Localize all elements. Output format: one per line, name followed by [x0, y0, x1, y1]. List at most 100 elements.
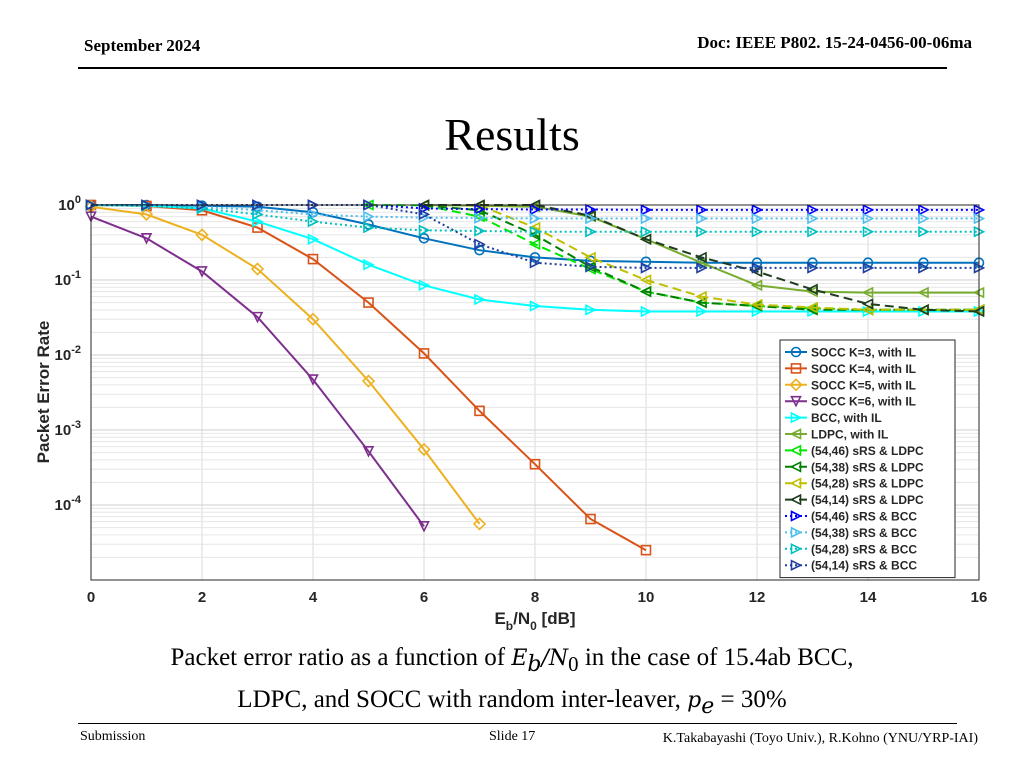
legend-marker	[789, 477, 802, 489]
data-point	[474, 225, 486, 237]
data-point	[918, 204, 930, 216]
data-point	[807, 262, 819, 274]
data-point	[418, 348, 430, 359]
y-tick-label: 10-3	[55, 419, 81, 439]
legend-marker	[790, 346, 802, 358]
data-point	[584, 251, 596, 264]
legend-label: LDPC, with IL	[811, 428, 888, 442]
legend-label: SOCC K=6, with IL	[811, 395, 916, 409]
data-point	[528, 238, 541, 251]
data-point	[862, 262, 875, 274]
legend-label: SOCC K=4, with IL	[811, 362, 916, 376]
data-point	[361, 374, 376, 388]
data-point	[640, 212, 653, 225]
data-point	[696, 212, 708, 225]
data-point	[529, 203, 542, 216]
data-point	[807, 212, 819, 225]
caption-line-1: Packet error ratio as a function of Eb/N…	[170, 644, 854, 677]
per-chart: 0 2 4 6 8 10 12 14 16 100 10-1 10-2 10-3 10-4 Packet …	[34, 194, 987, 633]
legend-marker	[790, 510, 803, 522]
legend-label: (54,38) sRS & LDPC	[811, 460, 924, 474]
x-tick-label: 2	[198, 589, 206, 606]
legend-marker	[789, 461, 802, 473]
series-line	[91, 204, 979, 264]
data-point	[585, 225, 597, 238]
legend-label: (54,28) sRS & LDPC	[811, 477, 924, 491]
data-point	[363, 210, 375, 223]
data-point	[751, 262, 764, 274]
legend-marker	[790, 526, 803, 539]
data-point	[474, 405, 485, 417]
series-line	[91, 204, 979, 269]
data-point	[418, 279, 431, 292]
data-point	[251, 311, 264, 324]
data-point	[918, 262, 930, 274]
series-line	[91, 204, 979, 220]
data-point	[861, 304, 874, 316]
y-axis-label: Packet Error Rate	[34, 321, 53, 464]
data-point	[751, 225, 764, 238]
data-point	[363, 297, 374, 308]
legend-label: (54,14) sRS & BCC	[811, 559, 917, 573]
x-tick-label: 4	[309, 589, 318, 606]
data-point	[585, 203, 597, 216]
data-point	[418, 202, 431, 215]
slide-number: Slide 17	[489, 729, 536, 744]
x-axis-label: Eb/N0 [dB]	[494, 609, 575, 633]
series-line	[423, 204, 979, 311]
data-point	[640, 544, 652, 556]
series-line	[90, 204, 979, 233]
legend-entry: (54,14) sRS & BCC	[785, 559, 917, 573]
x-tick-label: 0	[87, 589, 95, 606]
legend-entry: (54,38) sRS & BCC	[785, 526, 917, 540]
y-tick-label: 10-4	[55, 494, 82, 514]
legend-marker	[789, 444, 802, 457]
data-point	[585, 212, 597, 225]
data-point	[307, 233, 320, 245]
slide-title: Results	[444, 109, 580, 160]
data-point	[585, 260, 597, 273]
data-point	[474, 293, 486, 306]
data-point	[807, 225, 819, 238]
data-point	[139, 207, 154, 222]
series-line	[90, 205, 481, 525]
legend-label: (54,46) sRS & LDPC	[811, 444, 924, 458]
legend-entry: (54,28) sRS & BCC	[785, 542, 917, 556]
data-point	[474, 203, 486, 215]
data-point	[584, 209, 596, 222]
data-point	[585, 513, 596, 525]
caption-line-2: LDPC, and SOCC with random inter-leaver,…	[237, 686, 787, 719]
x-tick-label: 10	[638, 589, 655, 606]
y-tick-label: 10-2	[55, 344, 81, 364]
data-point	[474, 212, 486, 224]
data-point	[696, 225, 708, 238]
x-tick-label: 12	[749, 589, 766, 606]
data-point	[917, 286, 929, 299]
data-point	[918, 212, 930, 225]
legend-entry: (54,46) sRS & LDPC	[785, 444, 924, 458]
data-point	[252, 215, 264, 228]
data-point	[363, 258, 375, 271]
legend-marker	[789, 378, 803, 392]
data-point	[140, 232, 153, 245]
data-point	[529, 300, 542, 312]
data-point	[640, 262, 653, 274]
data-point	[585, 304, 597, 316]
data-point	[861, 298, 874, 310]
series-line	[90, 215, 425, 527]
data-point	[695, 290, 707, 303]
data-point	[639, 233, 652, 245]
data-point	[639, 285, 652, 298]
x-tick-label: 14	[860, 589, 877, 606]
data-point	[529, 225, 542, 238]
legend-entry: (54,46) sRS & BCC	[785, 510, 917, 524]
data-point	[862, 225, 875, 238]
data-point	[196, 266, 208, 278]
data-point	[529, 212, 542, 225]
series-line	[90, 204, 647, 552]
data-point	[473, 210, 485, 223]
data-point	[639, 274, 652, 286]
x-tick-label: 6	[420, 589, 428, 606]
data-point	[529, 256, 542, 269]
legend-label: SOCC K=3, with IL	[811, 346, 916, 360]
